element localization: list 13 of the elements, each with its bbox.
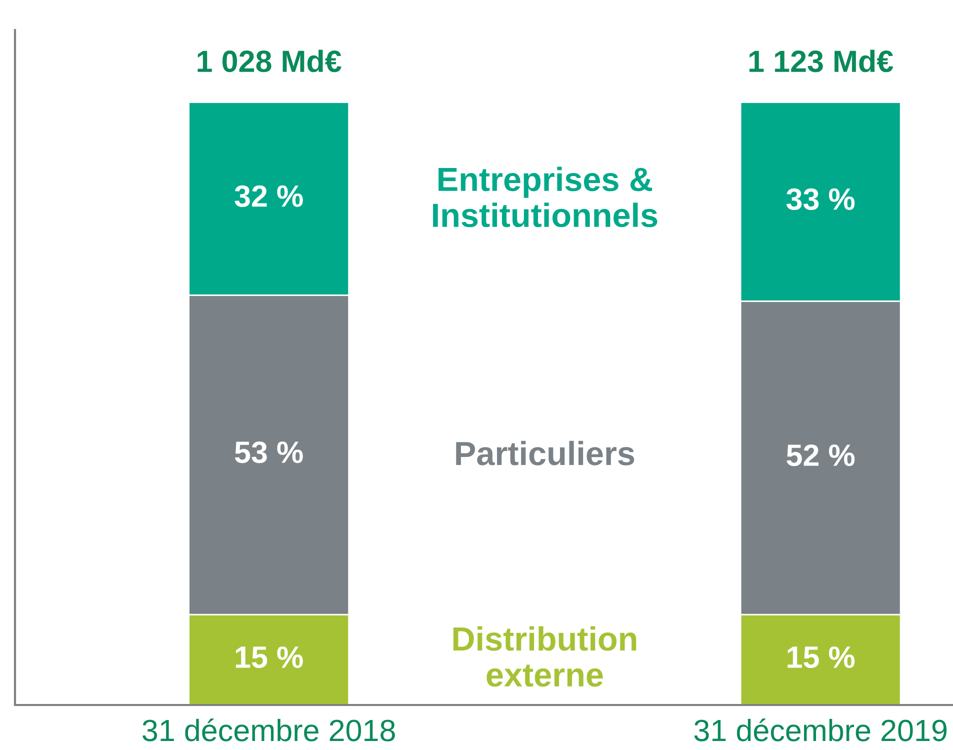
data-label: 15 % xyxy=(236,646,303,668)
text: Entreprises & Institutionnels xyxy=(433,166,658,228)
data-label: 52 % xyxy=(786,444,855,466)
x-tick-label: 31 décembre 2019 xyxy=(694,718,947,742)
data-label: 33 % xyxy=(786,188,855,210)
x-tick-label: 31 décembre 2018 xyxy=(142,718,395,742)
text: Particuliers xyxy=(456,440,634,466)
data-label: 32 % xyxy=(234,185,303,207)
annotation: 1 028 Md€ xyxy=(198,50,342,72)
annotation: 1 123 Md€ xyxy=(749,50,894,72)
data-label: 53 % xyxy=(234,441,303,464)
text: Distribution externe xyxy=(453,626,636,687)
data-label: 15 % xyxy=(788,646,855,668)
